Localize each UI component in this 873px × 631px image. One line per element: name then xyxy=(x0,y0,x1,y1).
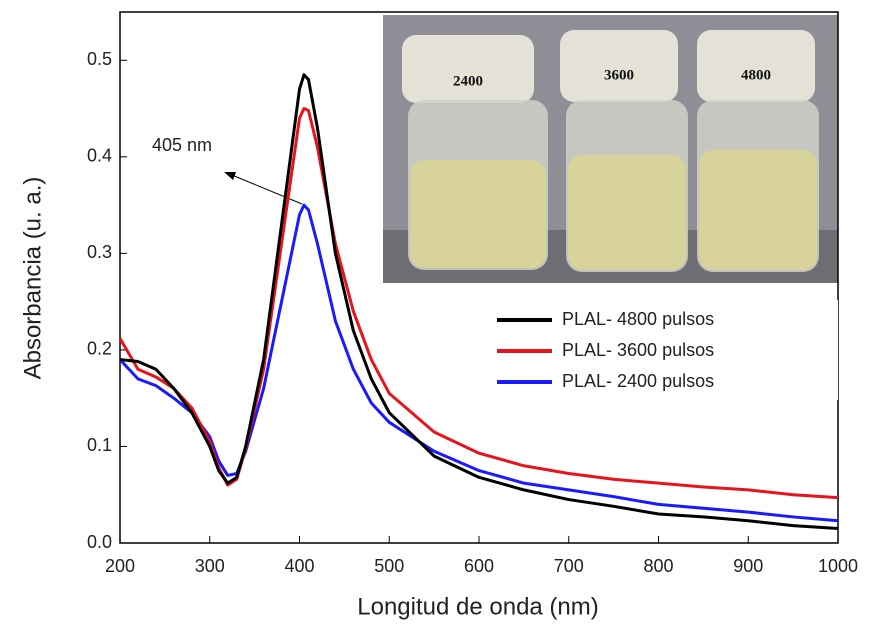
y-tick-label: 0.4 xyxy=(87,146,112,166)
series-line xyxy=(118,203,839,523)
x-tick-label: 1000 xyxy=(818,556,858,576)
inset-photo xyxy=(383,15,838,283)
inset-label: 3600 xyxy=(604,67,634,83)
y-tick-label: 0.3 xyxy=(87,242,112,262)
series-line xyxy=(119,73,839,531)
x-tick-label: 900 xyxy=(733,556,763,576)
x-tick-label: 200 xyxy=(105,556,135,576)
y-tick-label: 0.2 xyxy=(87,339,112,359)
y-tick-label: 0.1 xyxy=(87,435,112,455)
y-axis-label: Absorbancia (u. a.) xyxy=(19,177,46,380)
y-tick-label: 0.0 xyxy=(87,532,112,552)
x-tick-label: 300 xyxy=(195,556,225,576)
y-tick-label: 0.5 xyxy=(87,49,112,69)
legend-label: PLAL- 4800 pulsos xyxy=(562,309,714,329)
x-tick-label: 500 xyxy=(374,556,404,576)
x-axis-label: Longitud de onda (nm) xyxy=(357,593,599,620)
x-tick-label: 600 xyxy=(464,556,494,576)
inset-label: 4800 xyxy=(741,67,771,83)
series-line xyxy=(118,107,839,500)
annotation-arrow xyxy=(224,172,303,205)
annotation: 405 nm xyxy=(152,135,212,155)
legend-label: PLAL- 3600 pulsos xyxy=(562,340,714,360)
legend-label: PLAL- 2400 pulsos xyxy=(562,371,714,391)
x-tick-label: 800 xyxy=(643,556,673,576)
x-tick-label: 700 xyxy=(554,556,584,576)
x-tick-label: 400 xyxy=(284,556,314,576)
inset-label: 2400 xyxy=(453,73,483,89)
